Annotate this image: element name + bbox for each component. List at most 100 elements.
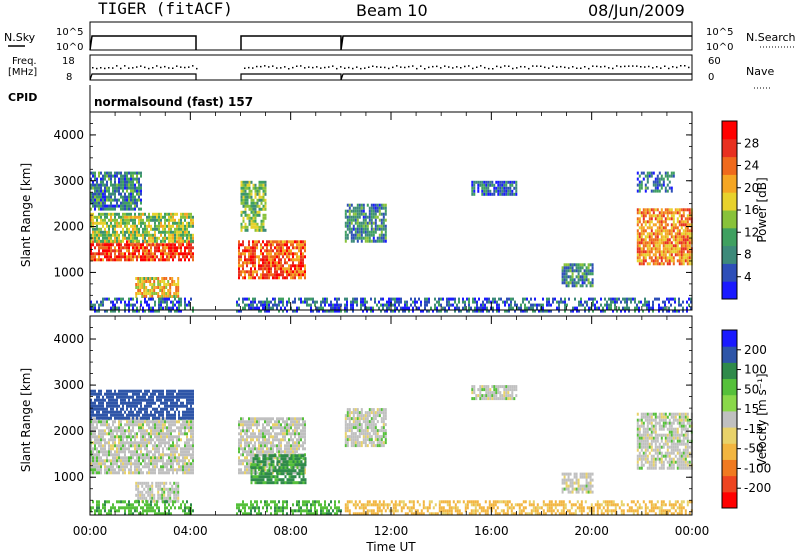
colorbar-swatch — [722, 210, 737, 229]
echo-cell — [654, 244, 657, 248]
echo-cell — [374, 218, 377, 222]
echo-cell — [104, 239, 106, 243]
echo-cell — [316, 309, 318, 313]
echo-cell — [670, 171, 673, 175]
echo-cell — [408, 306, 410, 310]
echo-cell — [589, 263, 592, 267]
nave-dot — [424, 68, 426, 70]
echo-cell — [108, 189, 110, 193]
echo-cell — [110, 453, 112, 457]
echo-cell — [172, 303, 174, 307]
echo-cell — [170, 395, 172, 399]
echo-cell — [254, 264, 256, 268]
echo-cell — [487, 192, 490, 196]
echo-cell — [145, 481, 148, 485]
echo-cell — [246, 441, 248, 445]
echo-cell — [684, 208, 687, 212]
echo-cell — [150, 438, 152, 442]
echo-cell — [664, 186, 667, 190]
echo-cell — [126, 465, 128, 469]
echo-cell — [132, 450, 134, 454]
echo-cell — [124, 207, 126, 211]
nave-tick-top: 60 — [708, 56, 721, 67]
nave-dot — [620, 65, 622, 68]
echo-cell — [176, 441, 178, 445]
echo-cell — [660, 250, 663, 254]
echo-cell — [384, 309, 386, 313]
colorbar-tick-label: 12 — [744, 225, 759, 239]
echo-cell — [250, 456, 252, 460]
echo-cell — [116, 404, 118, 408]
echo-cell — [162, 239, 164, 243]
echo-cell — [186, 303, 188, 307]
echo-cell — [483, 189, 486, 193]
echo-cell — [110, 444, 112, 448]
echo-cell — [132, 392, 134, 396]
echo-cell — [135, 484, 138, 488]
echo-cell — [90, 423, 92, 427]
echo-cell — [406, 306, 408, 310]
echo-cell — [591, 272, 594, 276]
echo-cell — [298, 261, 300, 265]
echo-cell — [150, 450, 152, 454]
echo-cell — [552, 300, 554, 304]
echo-cell — [302, 258, 304, 262]
echo-cell — [244, 189, 247, 193]
echo-cell — [114, 420, 116, 424]
echo-cell — [122, 465, 124, 469]
echo-cell — [102, 423, 104, 427]
echo-cell — [588, 309, 590, 313]
echo-cell — [292, 240, 294, 244]
echo-cell — [182, 456, 184, 460]
echo-cell — [146, 429, 148, 433]
echo-cell — [282, 276, 284, 280]
echo-cell — [454, 309, 456, 313]
nave-dot — [660, 67, 662, 69]
echo-cell — [118, 429, 120, 433]
echo-cell — [286, 255, 288, 259]
echo-cell — [626, 300, 628, 304]
echo-cell — [188, 246, 190, 250]
echo-cell — [577, 272, 580, 276]
echo-cell — [106, 239, 108, 243]
echo-cell — [108, 227, 110, 231]
echo-cell — [652, 253, 655, 257]
echo-cell — [652, 303, 654, 307]
echo-cell — [132, 410, 134, 414]
echo-cell — [252, 207, 255, 211]
echo-cell — [122, 212, 124, 216]
echo-cell — [497, 180, 500, 184]
echo-cell — [102, 174, 104, 178]
echo-cell — [264, 204, 267, 208]
echo-cell — [248, 444, 250, 448]
echo-cell — [486, 300, 488, 304]
echo-cell — [356, 300, 358, 304]
echo-cell — [156, 420, 158, 424]
echo-cell — [380, 303, 382, 307]
echo-cell — [140, 423, 142, 427]
echo-cell — [548, 303, 550, 307]
echo-cell — [250, 192, 253, 196]
echo-cell — [260, 249, 262, 253]
echo-cell — [682, 232, 685, 236]
colorbar-swatch — [722, 138, 737, 158]
echo-cell — [676, 241, 679, 245]
echo-cell — [248, 252, 250, 256]
echo-cell — [157, 499, 160, 503]
echo-cell — [186, 453, 188, 457]
freq-label: Freq. — [12, 56, 37, 67]
echo-cell — [136, 230, 138, 234]
echo-cell — [270, 243, 272, 247]
echo-cell — [180, 218, 182, 222]
echo-cell — [638, 241, 641, 245]
echo-cell — [92, 192, 94, 196]
echo-cell — [306, 303, 308, 307]
echo-cell — [156, 212, 158, 216]
echo-cell — [132, 174, 134, 178]
echo-cell — [134, 221, 136, 225]
echo-cell — [186, 255, 188, 259]
echo-cell — [258, 309, 260, 313]
echo-cell — [650, 208, 653, 212]
echo-cell — [664, 174, 667, 178]
echo-cell — [159, 484, 162, 488]
